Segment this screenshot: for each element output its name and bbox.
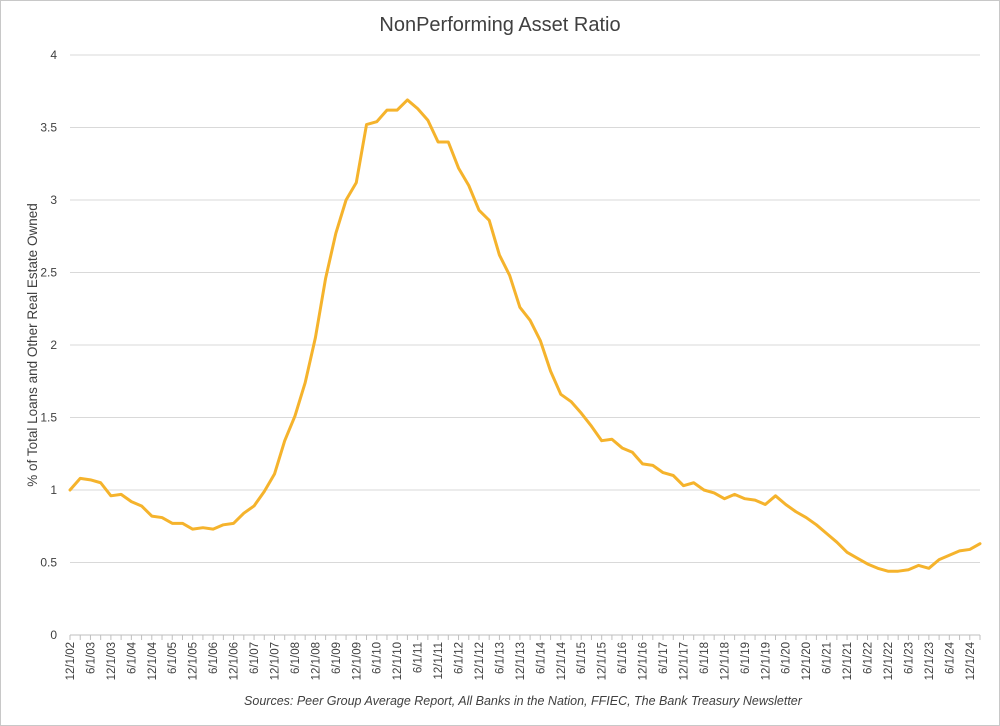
- x-tick-label: 6/1/16: [617, 642, 629, 674]
- x-tick-label: 6/1/23: [903, 642, 915, 674]
- x-tick-label: 12/1/06: [229, 642, 241, 680]
- x-tick-label: 12/1/07: [269, 642, 281, 680]
- x-tick-label: 12/1/05: [188, 642, 200, 680]
- x-tick-label: 6/1/11: [413, 642, 425, 673]
- y-axis-ticks: 0 0.5 1 1.5 2 2.5 3 3.5 4: [40, 48, 57, 642]
- x-tick-label: 12/1/14: [556, 641, 568, 680]
- x-tick-label: 12/1/04: [147, 641, 159, 680]
- y-tick-label: 3: [50, 193, 57, 207]
- x-tick-label: 12/1/21: [842, 642, 854, 680]
- y-tick-label: 2: [50, 338, 57, 352]
- x-tick-label: 6/1/21: [822, 642, 834, 674]
- x-tick-label: 12/1/09: [351, 642, 363, 680]
- y-tick-label: 3.5: [40, 121, 57, 135]
- chart-title: NonPerforming Asset Ratio: [379, 14, 620, 36]
- x-tick-label: 12/1/19: [760, 642, 772, 680]
- x-tick-label: 6/1/10: [372, 642, 384, 674]
- x-tick-label: 6/1/03: [85, 642, 97, 674]
- x-tick-label: 6/1/24: [944, 641, 956, 674]
- x-tick-label: 6/1/13: [494, 642, 506, 674]
- x-tick-label: 12/1/10: [392, 642, 404, 680]
- y-tick-label: 0.5: [40, 556, 57, 570]
- y-tick-label: 1: [50, 483, 57, 497]
- y-tick-label: 1.5: [40, 411, 57, 425]
- source-note: Sources: Peer Group Average Report, All …: [244, 694, 803, 708]
- x-tick-label: 12/1/17: [678, 642, 690, 680]
- x-tick-label: 12/1/12: [474, 642, 486, 680]
- x-tick-label: 6/1/19: [740, 642, 752, 674]
- x-tick-label: 12/1/11: [433, 642, 445, 680]
- series-layer: [68, 98, 982, 573]
- x-tick-label: 12/1/08: [310, 642, 322, 680]
- x-tick-label: 6/1/08: [290, 642, 302, 674]
- x-tick-label: 6/1/17: [658, 642, 670, 674]
- x-tick-label: 6/1/20: [781, 642, 793, 674]
- x-tick-label: 6/1/05: [167, 642, 179, 674]
- x-tick-label: 6/1/06: [208, 642, 220, 674]
- y-axis-label: % of Total Loans and Other Real Estate O…: [25, 203, 40, 486]
- x-tick-label: 12/1/02: [65, 642, 77, 680]
- x-tick-label: 6/1/12: [454, 642, 466, 674]
- series-line: [68, 98, 982, 573]
- x-tick-label: 6/1/18: [699, 642, 711, 674]
- x-tick-label: 6/1/22: [863, 642, 875, 674]
- gridlines: [70, 54, 980, 636]
- x-tick-label: 6/1/04: [126, 641, 138, 674]
- y-tick-label: 2.5: [40, 266, 57, 280]
- x-tick-label: 12/1/13: [515, 642, 527, 680]
- x-tick-label: 12/1/03: [106, 642, 118, 680]
- x-tick-label: 12/1/24: [965, 641, 977, 680]
- x-tick-label: 12/1/15: [597, 642, 609, 680]
- x-tick-label: 6/1/15: [576, 642, 588, 674]
- x-tick-label: 12/1/18: [719, 642, 731, 680]
- y-tick-label: 0: [50, 628, 57, 642]
- y-tick-label: 4: [50, 48, 57, 62]
- x-axis-ticks: 12/1/02 6/1/03 12/1/03 6/1/04 12/1/04 6/1/05 1…: [65, 635, 981, 680]
- x-tick-label: 12/1/22: [883, 642, 895, 680]
- x-tick-label: 12/1/20: [801, 642, 813, 680]
- x-tick-label: 6/1/07: [249, 642, 261, 674]
- x-tick-label: 12/1/16: [638, 642, 650, 680]
- x-tick-label: 6/1/09: [331, 642, 343, 674]
- x-tick-label: 6/1/14: [535, 641, 547, 674]
- x-tick-label: 12/1/23: [924, 642, 936, 680]
